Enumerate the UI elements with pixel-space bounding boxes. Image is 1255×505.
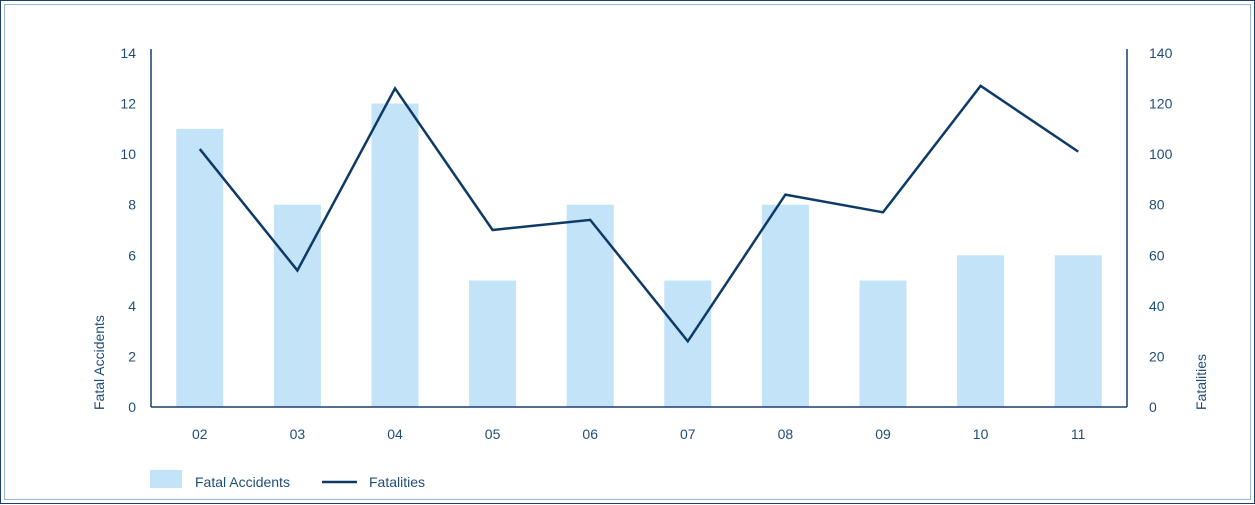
x-tick-label-09: 09 <box>875 426 891 442</box>
bar-04 <box>371 103 419 408</box>
left-y-tick-label: 14 <box>120 45 136 61</box>
bar-10 <box>957 255 1005 407</box>
left-y-tick-label: 0 <box>128 399 136 415</box>
bar-06 <box>566 204 614 407</box>
right-y-tick-label: 140 <box>1149 45 1173 61</box>
right-y-tick-label: 100 <box>1149 146 1173 162</box>
x-tick-label-02: 02 <box>192 426 208 442</box>
right-y-tick-label: 20 <box>1149 348 1165 364</box>
bar-11 <box>1054 255 1102 407</box>
right-y-tick-label: 60 <box>1149 247 1165 263</box>
x-tick-label-11: 11 <box>1071 426 1086 442</box>
x-ticks: 02 03 04 05 06 07 08 09 10 11 <box>192 426 1086 442</box>
bar-05 <box>469 280 517 407</box>
legend-label-fatal-accidents: Fatal Accidents <box>195 474 290 490</box>
right-y-tick-label: 0 <box>1149 399 1157 415</box>
axes <box>150 49 1128 408</box>
x-tick-label-10: 10 <box>973 426 989 442</box>
left-y-tick-label: 10 <box>120 146 136 162</box>
bar-07 <box>664 280 712 407</box>
x-tick-label-03: 03 <box>290 426 306 442</box>
legend-swatch-fatal-accidents <box>150 470 182 488</box>
left-y-tick-label: 8 <box>128 197 136 213</box>
x-tick-label-05: 05 <box>485 426 501 442</box>
left-y-axis-title: Fatal Accidents <box>91 315 107 410</box>
left-y-tick-label: 6 <box>128 247 136 263</box>
right-y-ticks: 0 20 40 60 80 100 120 140 <box>1149 45 1173 415</box>
left-y-tick-label: 4 <box>128 298 136 314</box>
bar-03 <box>273 204 321 407</box>
right-y-tick-label: 120 <box>1149 96 1173 112</box>
left-y-tick-label: 2 <box>128 348 136 364</box>
x-tick-label-06: 06 <box>582 426 598 442</box>
left-y-tick-label: 12 <box>120 96 136 112</box>
right-y-tick-label: 40 <box>1149 298 1165 314</box>
legend-label-fatalities: Fatalities <box>369 474 425 490</box>
legend: Fatal Accidents Fatalities <box>150 470 425 490</box>
bar-series <box>176 103 1102 408</box>
right-y-axis-title: Fatalities <box>1193 354 1209 410</box>
bar-08 <box>761 204 809 407</box>
right-y-tick-label: 80 <box>1149 197 1165 213</box>
fatalities-line <box>198 84 1079 344</box>
bar-02 <box>176 128 224 407</box>
left-y-ticks: 0 2 4 6 8 10 12 14 <box>120 45 136 415</box>
x-tick-label-08: 08 <box>778 426 794 442</box>
x-tick-label-04: 04 <box>387 426 403 442</box>
bar-09 <box>859 280 907 407</box>
x-tick-label-07: 07 <box>680 426 696 442</box>
